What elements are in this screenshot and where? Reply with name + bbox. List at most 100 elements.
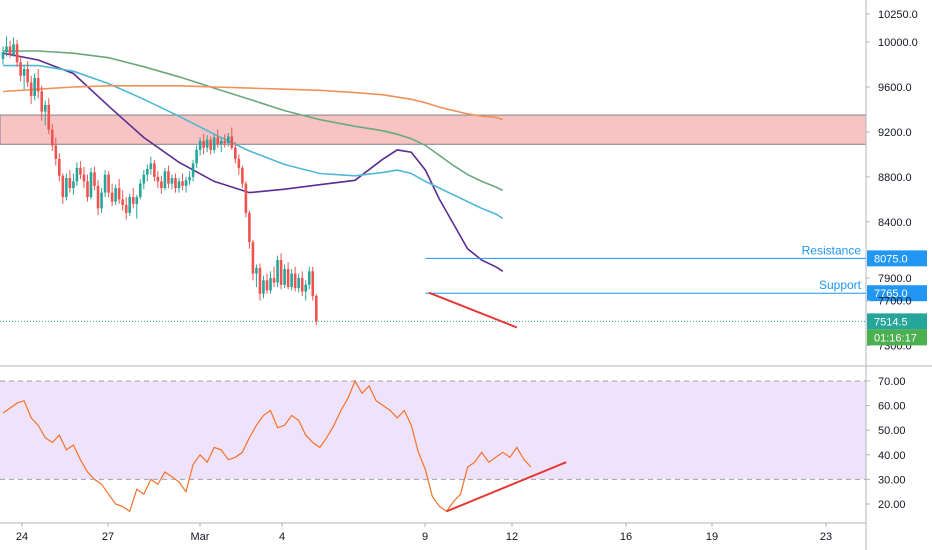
candle-body xyxy=(205,139,209,148)
candle-body xyxy=(82,174,86,182)
candle-body xyxy=(47,104,51,130)
candle-body xyxy=(276,260,279,283)
candle-body xyxy=(36,77,40,92)
candle-body xyxy=(54,145,58,159)
candle-body xyxy=(283,269,286,285)
time-tick-label: 16 xyxy=(620,531,632,543)
candle-body xyxy=(19,62,22,76)
candle-body xyxy=(50,129,54,146)
candle-body xyxy=(153,163,156,177)
candle-body xyxy=(191,163,195,177)
candle-body xyxy=(290,273,293,288)
candle-body xyxy=(29,82,33,96)
price-tick-label: 10250.0 xyxy=(878,9,918,21)
candle-body xyxy=(230,136,234,148)
level-price-tag: 7765.0 xyxy=(874,288,908,300)
time-tick-label: 23 xyxy=(820,531,832,543)
candle-body xyxy=(174,178,177,189)
rsi-tick-label: 30.00 xyxy=(878,474,906,486)
candle-body xyxy=(202,140,205,148)
candle-body xyxy=(75,167,79,182)
candle-body xyxy=(170,178,174,184)
candle-body xyxy=(311,271,315,297)
candle-body xyxy=(226,136,230,144)
countdown-tag: 01:16:17 xyxy=(874,332,917,344)
candle-body xyxy=(146,169,149,175)
rsi-tick-label: 60.00 xyxy=(878,401,906,413)
candle-body xyxy=(198,140,202,150)
candle-body xyxy=(124,204,128,213)
candle-body xyxy=(22,68,26,76)
candle-body xyxy=(96,185,100,209)
candle-body xyxy=(142,174,146,184)
time-tick-label: 9 xyxy=(422,531,428,543)
candle-body xyxy=(251,242,255,274)
rsi-tick-label: 70.00 xyxy=(878,376,906,388)
rsi-pane[interactable] xyxy=(0,379,866,513)
time-tick-label: 12 xyxy=(506,531,518,543)
candle-body xyxy=(8,46,12,55)
level-name-support: Support xyxy=(819,278,862,292)
candle-body xyxy=(1,52,5,59)
resistance-zone xyxy=(0,114,867,145)
rsi-tick-label: 40.00 xyxy=(878,450,906,462)
candle-body xyxy=(304,284,308,292)
candle-body xyxy=(241,167,244,184)
candle-body xyxy=(79,167,82,175)
rsi-tick-label: 50.00 xyxy=(878,425,906,437)
price-tick-label: 9600.0 xyxy=(878,82,912,94)
candle-body xyxy=(177,181,181,189)
candle-body xyxy=(121,199,124,205)
candle-body xyxy=(149,163,153,170)
candle-body xyxy=(255,267,258,274)
moving-average-4 xyxy=(2,85,504,121)
candle-body xyxy=(5,46,8,53)
candle-body xyxy=(167,171,170,184)
level-price-tag-bg xyxy=(867,285,927,302)
candle-body xyxy=(12,44,15,55)
price-trendline xyxy=(428,291,518,329)
candle-body xyxy=(234,147,237,159)
candle-body xyxy=(297,278,300,289)
candle-body xyxy=(262,280,265,294)
rsi-band xyxy=(0,381,866,480)
candle-body xyxy=(68,178,72,189)
candle-body xyxy=(156,176,160,182)
candle-body xyxy=(258,267,262,294)
price-tick-label: 10000.0 xyxy=(878,37,918,49)
candle-body xyxy=(103,174,107,193)
moving-average-1 xyxy=(2,52,504,272)
level-price-tag-bg xyxy=(867,250,927,267)
rsi-trendline xyxy=(446,461,567,513)
candle-body xyxy=(223,140,227,144)
price-tick-label: 7700.0 xyxy=(878,296,912,308)
time-tick-label: 19 xyxy=(706,531,718,543)
candle-body xyxy=(107,174,110,193)
candles xyxy=(1,36,318,326)
candle-body xyxy=(195,149,198,164)
candle-body xyxy=(40,91,44,112)
candle-body xyxy=(65,178,68,198)
candle-body xyxy=(86,181,89,198)
candle-body xyxy=(93,172,96,186)
time-tick-label: 24 xyxy=(16,531,28,543)
candle-body xyxy=(110,192,114,202)
rsi-tick-label: 20.00 xyxy=(878,499,906,511)
candle-body xyxy=(216,137,220,145)
time-tick-label: Mar xyxy=(191,531,210,543)
candle-body xyxy=(209,139,212,150)
candle-body xyxy=(265,280,269,291)
candle-body xyxy=(300,278,304,292)
candle-body xyxy=(43,104,47,112)
candle-body xyxy=(248,212,251,243)
candle-body xyxy=(219,140,223,145)
current-price-tag: 7514.5 xyxy=(874,316,908,328)
candle-body xyxy=(100,192,103,209)
candle-body xyxy=(272,278,276,283)
price-tick-label: 7900.0 xyxy=(878,273,912,285)
candle-body xyxy=(244,183,248,213)
time-tick-label: 4 xyxy=(279,531,285,543)
price-tick-label: 9200.0 xyxy=(878,127,912,139)
